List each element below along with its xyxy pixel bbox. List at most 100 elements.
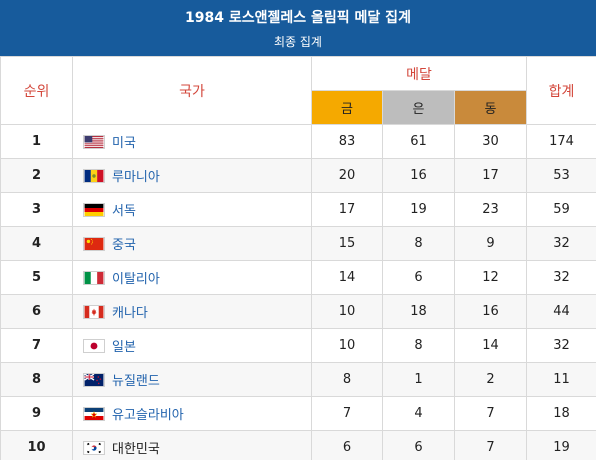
rank-cell: 4 <box>0 226 73 261</box>
country-link[interactable]: 중국 <box>112 238 136 253</box>
gold-count-cell: 10 <box>311 294 383 329</box>
bronze-count-cell: 30 <box>454 124 527 159</box>
bronze-count-cell: 2 <box>454 362 527 397</box>
silver-count-cell: 4 <box>382 396 455 431</box>
country-link: 대한민국 <box>112 442 160 457</box>
country-column-header: 국가 <box>72 56 312 125</box>
rank-cell: 5 <box>0 260 73 295</box>
country-link[interactable]: 유고슬라비아 <box>112 408 184 423</box>
total-count-cell: 11 <box>526 362 596 397</box>
table-row: 2 루마니아 20 16 17 53 <box>0 158 596 193</box>
rank-cell: 8 <box>0 362 73 397</box>
country-cell: 유고슬라비아 <box>72 396 312 431</box>
new-zealand-flag-icon <box>83 372 105 387</box>
yugoslavia-flag-icon <box>83 406 105 421</box>
table-row: 3 서독 17 19 23 59 <box>0 192 596 227</box>
table-row: 10 대한민국 6 6 7 19 <box>0 430 596 460</box>
west-germany-flag-icon <box>83 202 105 217</box>
silver-count-cell: 6 <box>382 260 455 295</box>
silver-count-cell: 16 <box>382 158 455 193</box>
table-row: 4 중국 15 8 9 32 <box>0 226 596 261</box>
gold-count-cell: 7 <box>311 396 383 431</box>
bronze-count-cell: 16 <box>454 294 527 329</box>
table-row: 7 일본 10 8 14 32 <box>0 328 596 363</box>
total-count-cell: 44 <box>526 294 596 329</box>
bronze-count-cell: 23 <box>454 192 527 227</box>
title-bar: 1984 로스앤젤레스 올림픽 메달 집계 최종 집계 <box>0 0 596 56</box>
total-column-header: 합계 <box>526 56 596 125</box>
gold-count-cell: 14 <box>311 260 383 295</box>
bronze-count-cell: 7 <box>454 396 527 431</box>
romania-flag-icon <box>83 168 105 183</box>
country-cell: 중국 <box>72 226 312 261</box>
medal-table: 순위 국가 메달 합계 금 은 동 1 미국 83 61 30 174 2 루마니아 20 16 1… <box>0 56 596 460</box>
usa-flag-icon <box>83 134 105 149</box>
country-cell: 캐나다 <box>72 294 312 329</box>
gold-count-cell: 15 <box>311 226 383 261</box>
rank-cell: 1 <box>0 124 73 159</box>
country-cell: 루마니아 <box>72 158 312 193</box>
gold-count-cell: 10 <box>311 328 383 363</box>
country-link[interactable]: 루마니아 <box>112 170 160 185</box>
bronze-column-header: 동 <box>454 90 527 125</box>
bronze-count-cell: 12 <box>454 260 527 295</box>
total-count-cell: 32 <box>526 260 596 295</box>
total-count-cell: 32 <box>526 226 596 261</box>
table-subtitle: 최종 집계 <box>274 35 322 49</box>
total-count-cell: 59 <box>526 192 596 227</box>
rank-cell: 3 <box>0 192 73 227</box>
silver-count-cell: 6 <box>382 430 455 460</box>
total-count-cell: 32 <box>526 328 596 363</box>
country-link[interactable]: 뉴질랜드 <box>112 374 160 389</box>
table-title: 1984 로스앤젤레스 올림픽 메달 집계 <box>185 10 411 26</box>
rank-cell: 6 <box>0 294 73 329</box>
country-link[interactable]: 서독 <box>112 204 136 219</box>
silver-count-cell: 19 <box>382 192 455 227</box>
bronze-count-cell: 9 <box>454 226 527 261</box>
rank-cell: 2 <box>0 158 73 193</box>
rank-cell: 7 <box>0 328 73 363</box>
country-cell: 대한민국 <box>72 430 312 460</box>
rank-cell: 10 <box>0 430 73 460</box>
japan-flag-icon <box>83 338 105 353</box>
italy-flag-icon <box>83 270 105 285</box>
country-link[interactable]: 이탈리아 <box>112 272 160 287</box>
gold-count-cell: 17 <box>311 192 383 227</box>
rank-column-header: 순위 <box>0 56 73 125</box>
country-link[interactable]: 일본 <box>112 340 136 355</box>
gold-count-cell: 8 <box>311 362 383 397</box>
south-korea-flag-icon <box>83 440 105 455</box>
silver-column-header: 은 <box>382 90 455 125</box>
table-row: 6 캐나다 10 18 16 44 <box>0 294 596 329</box>
total-count-cell: 19 <box>526 430 596 460</box>
country-cell: 일본 <box>72 328 312 363</box>
country-cell: 이탈리아 <box>72 260 312 295</box>
gold-count-cell: 6 <box>311 430 383 460</box>
gold-count-cell: 83 <box>311 124 383 159</box>
country-cell: 서독 <box>72 192 312 227</box>
gold-column-header: 금 <box>311 90 383 125</box>
table-row: 8 뉴질랜드 8 1 2 11 <box>0 362 596 397</box>
table-row: 1 미국 83 61 30 174 <box>0 124 596 159</box>
canada-flag-icon <box>83 304 105 319</box>
silver-count-cell: 1 <box>382 362 455 397</box>
silver-count-cell: 18 <box>382 294 455 329</box>
country-cell: 미국 <box>72 124 312 159</box>
bronze-count-cell: 7 <box>454 430 527 460</box>
silver-count-cell: 8 <box>382 328 455 363</box>
bronze-count-cell: 14 <box>454 328 527 363</box>
silver-count-cell: 61 <box>382 124 455 159</box>
table-row: 5 이탈리아 14 6 12 32 <box>0 260 596 295</box>
medal-group-header: 메달 <box>311 56 527 91</box>
country-link[interactable]: 캐나다 <box>112 306 148 321</box>
bronze-count-cell: 17 <box>454 158 527 193</box>
total-count-cell: 53 <box>526 158 596 193</box>
china-flag-icon <box>83 236 105 251</box>
country-link[interactable]: 미국 <box>112 136 136 151</box>
rank-cell: 9 <box>0 396 73 431</box>
total-count-cell: 174 <box>526 124 596 159</box>
gold-count-cell: 20 <box>311 158 383 193</box>
total-count-cell: 18 <box>526 396 596 431</box>
country-cell: 뉴질랜드 <box>72 362 312 397</box>
